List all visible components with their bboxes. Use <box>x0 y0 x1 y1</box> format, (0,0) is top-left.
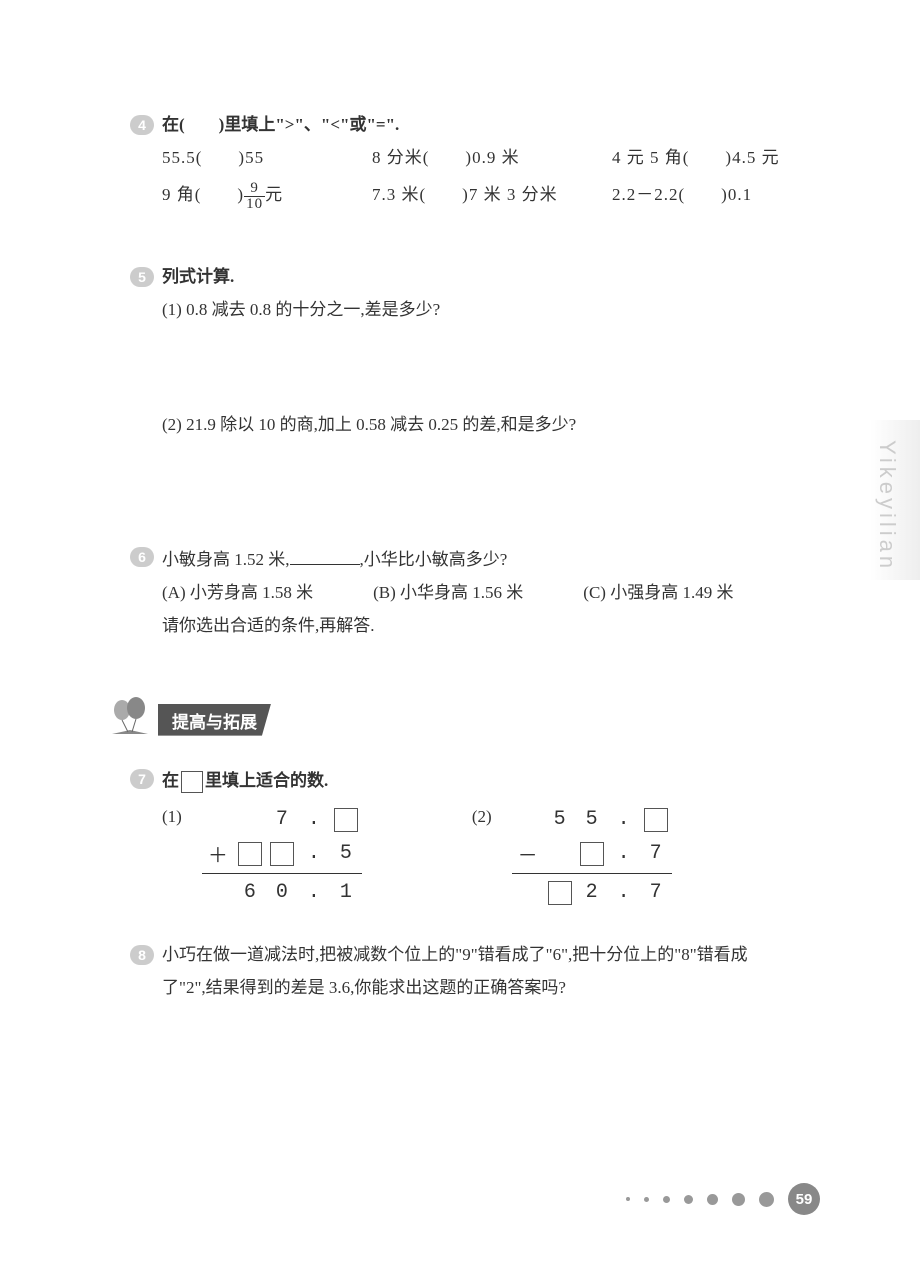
arith-cell: － <box>512 839 544 869</box>
arith-grid-1: 7. ＋.5 60.1 <box>202 803 362 910</box>
arith-cell <box>576 842 608 866</box>
q7-arith-container: (1) 7. ＋.5 60.1 (2) 55. －.7 2.7 <box>162 803 810 910</box>
q4-item: 2.2－2.2( )0.1 <box>612 180 842 212</box>
dot <box>759 1192 774 1207</box>
dot <box>626 1197 630 1201</box>
arith-cell: . <box>298 842 330 865</box>
page-content: 4 在( )里填上">"、"<"或"=". 55.5( )55 8 分米( )0… <box>0 0 920 1076</box>
box-icon <box>238 842 262 866</box>
question-8: 8 小巧在做一道减法时,把被减数个位上的"9"错看成了"6",把十分位上的"8"… <box>130 940 810 998</box>
qnum-7: 7 <box>130 769 154 789</box>
fraction: 910 <box>244 181 265 212</box>
arith-cell: 7 <box>640 842 672 865</box>
frac-suffix: 元 <box>265 185 283 204</box>
q6-options: (A) 小芳身高 1.58 米 (B) 小华身高 1.56 米 (C) 小强身高… <box>162 578 810 636</box>
arith-cell <box>234 842 266 866</box>
dot <box>644 1197 649 1202</box>
q4-item-frac: 9 角( )910元 <box>162 180 372 212</box>
arith-grid-2: 55. －.7 2.7 <box>512 803 672 910</box>
frac-prefix: 9 角( ) <box>162 185 244 204</box>
dot <box>707 1194 718 1205</box>
arith-cell: 5 <box>576 808 608 831</box>
arith-cell: 7 <box>640 881 672 904</box>
q7-p1: (1) 7. ＋.5 60.1 <box>162 803 362 910</box>
q7-p2: (2) 55. －.7 2.7 <box>472 803 672 910</box>
arith-cell: . <box>298 808 330 831</box>
q4-item: 4 元 5 角( )4.5 元 <box>612 143 842 168</box>
box-icon <box>548 881 572 905</box>
q8-line1: 小巧在做一道减法时,把被减数个位上的"9"错看成了"6",把十分位上的"8"错看… <box>162 940 748 965</box>
footer-dots: 59 <box>626 1183 820 1215</box>
box-icon <box>270 842 294 866</box>
q8-line2: 了"2",结果得到的差是 3.6,你能求出这题的正确答案吗? <box>162 973 810 998</box>
q7-suffix: 里填上适合的数. <box>205 771 328 790</box>
arith-cell <box>266 842 298 866</box>
box-icon <box>181 771 203 793</box>
box-icon <box>644 808 668 832</box>
arith-cell: . <box>608 808 640 831</box>
arith-cell: 7 <box>266 808 298 831</box>
q4-grid: 55.5( )55 8 分米( )0.9 米 4 元 5 角( )4.5 元 9… <box>162 143 810 212</box>
q6-text: 小敏身高 1.52 米, <box>162 550 290 569</box>
q6-line2: 请你选出合适的条件,再解答. <box>162 611 810 636</box>
arith-cell <box>544 881 576 905</box>
arith-cell: 0 <box>266 881 298 904</box>
arith-cell: 2 <box>576 881 608 904</box>
qnum-6: 6 <box>130 547 154 567</box>
q6-optC: (C) 小强身高 1.49 米 <box>583 578 733 603</box>
frac-den: 10 <box>244 197 265 212</box>
arith-cell: 5 <box>330 842 362 865</box>
q6-text: ,小华比小敏高多少? <box>360 550 508 569</box>
arith-cell <box>640 808 672 832</box>
box-icon <box>580 842 604 866</box>
qnum-5: 5 <box>130 267 154 287</box>
q5-title: 列式计算. <box>162 262 234 287</box>
question-5: 5 列式计算. (1) 0.8 减去 0.8 的十分之一,差是多少? (2) 2… <box>130 262 810 435</box>
arith-cell: 6 <box>234 881 266 904</box>
q4-item: 8 分米( )0.9 米 <box>372 143 612 168</box>
qnum-4: 4 <box>130 115 154 135</box>
arith-cell: . <box>608 881 640 904</box>
q5-sub1: (1) 0.8 减去 0.8 的十分之一,差是多少? <box>162 295 810 320</box>
q7-p1-label: (1) <box>162 807 182 827</box>
q4-item: 7.3 米( )7 米 3 分米 <box>372 180 612 212</box>
q6-optA: (A) 小芳身高 1.58 米 <box>162 578 313 603</box>
q6-line1: 小敏身高 1.52 米, ,小华比小敏高多少? <box>162 545 507 570</box>
arith-cell: . <box>608 842 640 865</box>
arith-cell: 5 <box>544 808 576 831</box>
qnum-8: 8 <box>130 945 154 965</box>
q4-item: 55.5( )55 <box>162 143 372 168</box>
arith-cell: 1 <box>330 881 362 904</box>
balloon-icon <box>110 696 150 736</box>
question-4: 4 在( )里填上">"、"<"或"=". 55.5( )55 8 分米( )0… <box>130 110 810 212</box>
q7-p2-label: (2) <box>472 807 492 827</box>
arith-cell: ＋ <box>202 839 234 869</box>
q5-sub2: (2) 21.9 除以 10 的商,加上 0.58 减去 0.25 的差,和是多… <box>162 410 810 435</box>
q5-content: (1) 0.8 减去 0.8 的十分之一,差是多少? (2) 21.9 除以 1… <box>162 295 810 435</box>
q4-title: 在( )里填上">"、"<"或"=". <box>162 110 399 135</box>
blank-line <box>290 548 360 565</box>
frac-num: 9 <box>244 181 265 197</box>
section-title: 提高与拓展 <box>158 704 271 736</box>
question-6: 6 小敏身高 1.52 米, ,小华比小敏高多少? (A) 小芳身高 1.58 米… <box>130 545 810 636</box>
dot <box>684 1195 693 1204</box>
q6-optB: (B) 小华身高 1.56 米 <box>373 578 523 603</box>
box-icon <box>334 808 358 832</box>
section-header: 提高与拓展 <box>110 696 810 736</box>
arith-cell <box>330 808 362 832</box>
dot <box>663 1196 670 1203</box>
arith-cell: . <box>298 881 330 904</box>
question-7: 7 在里填上适合的数. (1) 7. ＋.5 60.1 (2) 55. －.7 <box>130 766 810 910</box>
page-number: 59 <box>788 1183 820 1215</box>
q7-prefix: 在 <box>162 771 179 790</box>
dot <box>732 1193 745 1206</box>
q7-title: 在 里填上适合的数. <box>162 766 328 793</box>
